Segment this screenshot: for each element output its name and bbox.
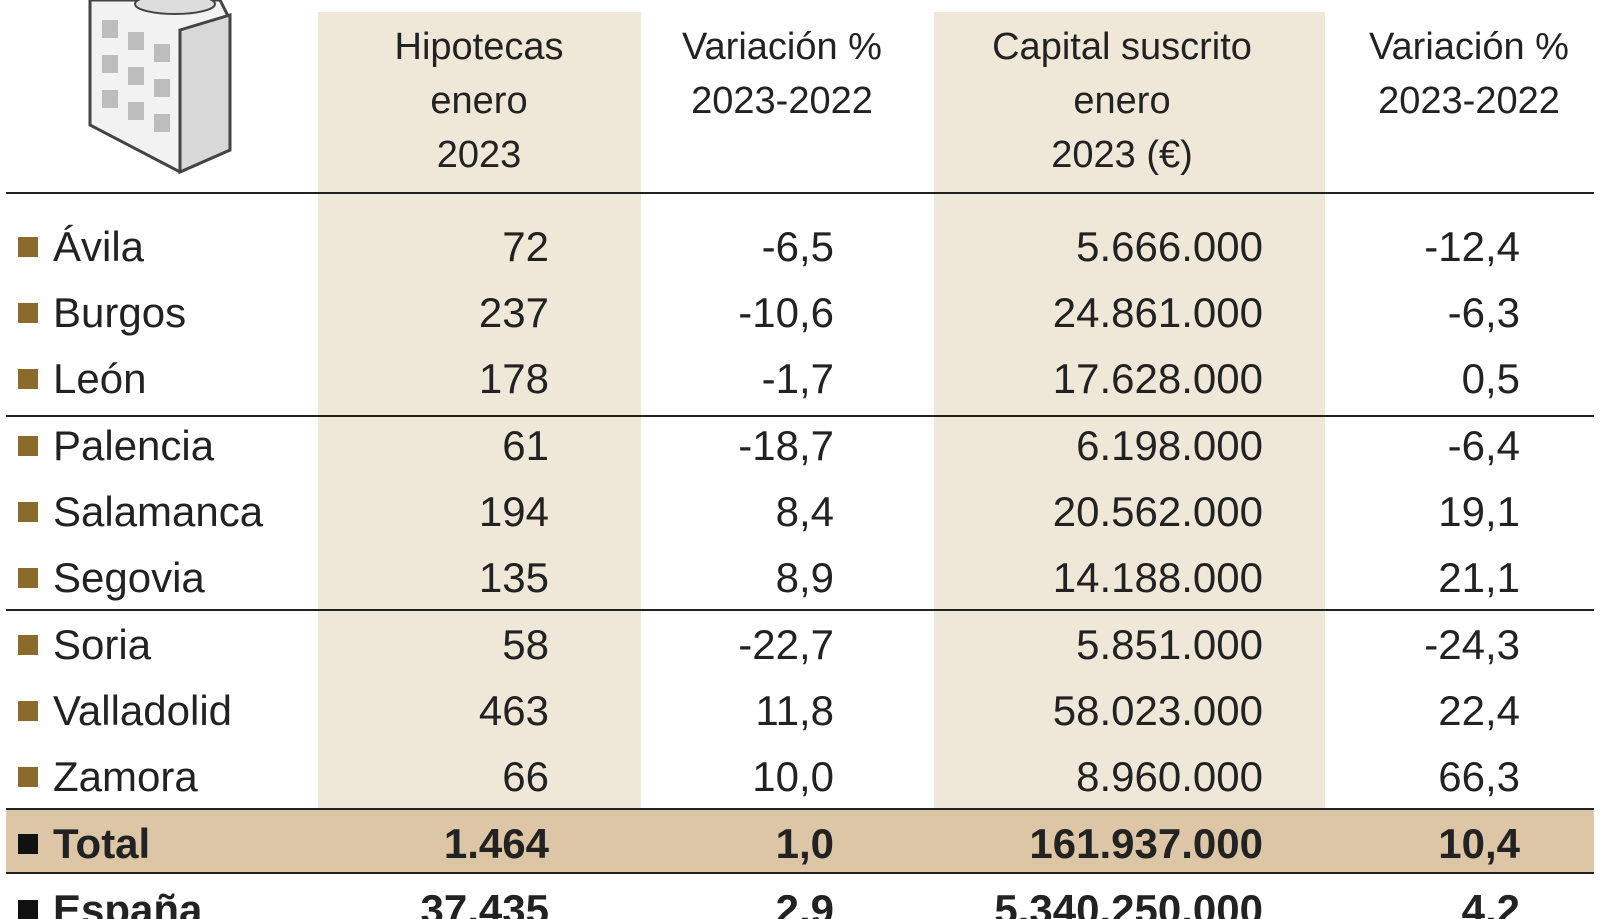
- bullet: [18, 303, 38, 324]
- cell: 1,0: [775, 819, 834, 867]
- total-row-bg: [6, 810, 1594, 872]
- cell: 66,3: [1438, 753, 1520, 801]
- rule: [6, 192, 1594, 194]
- row-label: España: [53, 885, 203, 919]
- cell: 58.023.000: [1052, 686, 1263, 734]
- bullet: [18, 568, 38, 589]
- cell: 4,2: [1461, 885, 1520, 919]
- header-text: Hipotecas: [394, 26, 564, 68]
- cell: 5.340.250.000: [994, 885, 1263, 919]
- bullet: [18, 236, 38, 257]
- cell: 37.435: [420, 885, 549, 919]
- cell: -1,7: [761, 355, 834, 403]
- cell: 72: [502, 222, 549, 270]
- bullet: [18, 767, 38, 788]
- cell: 58: [502, 620, 549, 668]
- cell: 6.198.000: [1076, 421, 1263, 469]
- cell: 178: [478, 355, 549, 403]
- header-text: enero: [430, 80, 528, 122]
- header-text: enero: [1073, 80, 1171, 122]
- cell: 1.464: [443, 819, 549, 867]
- bullet: [18, 435, 38, 456]
- cell: 10,0: [752, 753, 834, 801]
- column-shade: [318, 12, 641, 810]
- header-text: Variación %: [1369, 26, 1569, 68]
- cell: 10,4: [1438, 819, 1520, 867]
- cell: 19,1: [1438, 488, 1520, 536]
- cell: 5.851.000: [1076, 620, 1263, 668]
- cell: -24,3: [1424, 620, 1520, 668]
- cell: -6,4: [1447, 421, 1520, 469]
- bullet: [18, 899, 38, 919]
- cell: 194: [478, 488, 549, 536]
- rule: [6, 872, 1594, 874]
- cell: -18,7: [738, 421, 834, 469]
- column-shade: [934, 12, 1325, 810]
- row-label: Ávila: [53, 222, 145, 270]
- cell: -10,6: [738, 289, 834, 337]
- cell: 61: [502, 421, 549, 469]
- building-icon: [88, 0, 232, 175]
- cell: 2,9: [775, 885, 834, 919]
- bullet: [18, 833, 38, 854]
- cell: 66: [502, 753, 549, 801]
- row-label: Zamora: [53, 753, 198, 801]
- cell: 11,8: [755, 686, 834, 734]
- cell: 21,1: [1438, 554, 1520, 602]
- bullet: [18, 502, 38, 523]
- header-text: Capital suscrito: [992, 26, 1252, 68]
- cell: 237: [478, 289, 549, 337]
- row-label: Soria: [53, 620, 152, 668]
- cell: 17.628.000: [1052, 355, 1263, 403]
- row-label: Segovia: [53, 554, 205, 602]
- cell: 161.937.000: [1029, 819, 1263, 867]
- bullet: [18, 700, 38, 721]
- header-text: 2023: [436, 134, 522, 176]
- row-label: Burgos: [53, 289, 187, 337]
- cell: -6,5: [761, 222, 834, 270]
- cell: 463: [478, 686, 549, 734]
- cell: -12,4: [1424, 222, 1520, 270]
- cell: 0,5: [1461, 355, 1520, 403]
- row-label: Palencia: [53, 421, 215, 469]
- header-text: 2023-2022: [1378, 80, 1560, 122]
- cell: 22,4: [1438, 686, 1520, 734]
- cell: 14.188.000: [1052, 554, 1263, 602]
- rule: [6, 609, 1594, 611]
- header-text: Variación %: [682, 26, 882, 68]
- cell: 8,4: [775, 488, 834, 536]
- bullet: [18, 634, 38, 655]
- cell: 135: [478, 554, 549, 602]
- cell: -22,7: [738, 620, 834, 668]
- header-text: 2023 (€): [1051, 134, 1193, 176]
- row-label: Valladolid: [53, 686, 233, 734]
- rule: [6, 415, 1594, 417]
- cell: -6,3: [1447, 289, 1520, 337]
- header-text: 2023-2022: [691, 80, 873, 122]
- cell: 24.861.000: [1052, 289, 1263, 337]
- cell: 8.960.000: [1076, 753, 1263, 801]
- rule: [6, 808, 1594, 810]
- bullet: [18, 369, 38, 390]
- cell: 5.666.000: [1076, 222, 1263, 270]
- cell: 20.562.000: [1052, 488, 1263, 536]
- row-label: Salamanca: [53, 488, 264, 536]
- cell: 8,9: [775, 554, 834, 602]
- row-label: Total: [53, 819, 151, 867]
- row-label: León: [53, 355, 147, 403]
